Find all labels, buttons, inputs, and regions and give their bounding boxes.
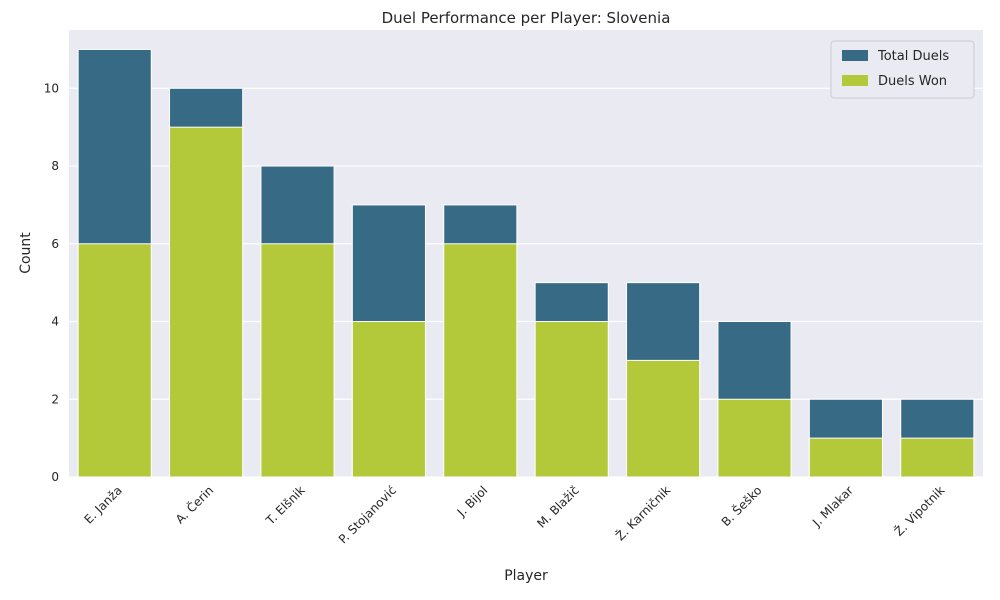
bar-duels-won <box>351 321 426 478</box>
y-axis-label: Count <box>18 232 34 274</box>
legend-swatch-total-duels <box>842 50 868 61</box>
legend-label-total-duels: Total Duels <box>877 49 949 64</box>
x-tick-label: P. Stojanović <box>336 483 399 546</box>
bar-duels-won <box>77 243 152 478</box>
x-tick-labels: E. Janža A. Čerin T. Elšnik P. Stojanović J.… <box>81 482 947 546</box>
bar-duels-won <box>534 321 609 478</box>
y-tick-label: 2 <box>51 392 59 406</box>
y-tick-label: 0 <box>51 470 59 484</box>
bar-duels-won <box>717 398 792 478</box>
x-tick-label: T. Elšnik <box>263 483 308 528</box>
x-tick-label: Ž. Vipotnik <box>891 482 947 538</box>
x-tick-label: J. Mlakar <box>809 483 856 530</box>
chart-title: Duel Performance per Player: Slovenia <box>382 9 671 27</box>
legend-label-duels-won: Duels Won <box>878 74 947 89</box>
bar-duels-won <box>900 437 975 478</box>
x-tick-label: B. Šeško <box>718 483 765 530</box>
x-axis-label: Player <box>504 568 548 584</box>
y-tick-label: 6 <box>51 237 59 251</box>
x-tick-label: Ž. Karničnik <box>612 482 673 543</box>
y-tick-label: 8 <box>51 159 59 173</box>
legend-swatch-duels-won <box>842 75 868 86</box>
y-tick-label: 4 <box>51 315 59 329</box>
bar-duels-won <box>260 243 335 478</box>
legend: Total Duels Duels Won <box>830 40 975 99</box>
y-tick-labels: 0 2 4 6 8 10 <box>44 81 59 484</box>
y-tick-label: 10 <box>44 81 59 95</box>
bar-duels-won <box>808 437 883 478</box>
x-tick-label: A. Čerin <box>172 483 216 527</box>
bar-duels-won <box>169 126 244 478</box>
bar-duels-won <box>443 243 518 478</box>
x-tick-label: E. Janža <box>81 483 124 526</box>
x-tick-label: J. Bijol <box>454 483 491 520</box>
duels-won-bars <box>77 126 975 478</box>
x-tick-label: M. Blažič <box>534 483 581 530</box>
bar-duels-won <box>626 359 701 478</box>
